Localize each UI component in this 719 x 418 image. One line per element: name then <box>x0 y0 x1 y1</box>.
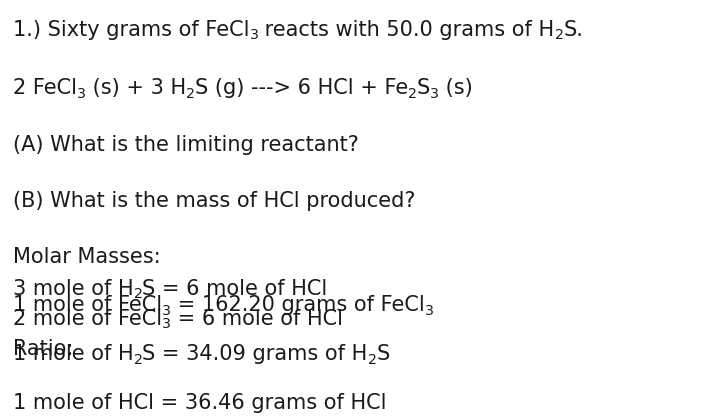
Text: (B) What is the mass of HCl produced?: (B) What is the mass of HCl produced? <box>13 191 416 211</box>
Text: (s): (s) <box>439 78 473 98</box>
Text: S (g) ---> 6 HCl + Fe: S (g) ---> 6 HCl + Fe <box>195 78 408 98</box>
Text: 1 mole of HCl = 36.46 grams of HCl: 1 mole of HCl = 36.46 grams of HCl <box>13 393 386 413</box>
Text: 2 mole of FeCl: 2 mole of FeCl <box>13 309 162 329</box>
Text: 2: 2 <box>554 28 564 42</box>
Text: 3: 3 <box>162 304 171 318</box>
Text: = 162.20 grams of FeCl: = 162.20 grams of FeCl <box>171 296 425 316</box>
Text: 3: 3 <box>77 87 86 101</box>
Text: 2: 2 <box>367 353 377 367</box>
Text: 2: 2 <box>408 87 417 101</box>
Text: = 6 mole of HCl: = 6 mole of HCl <box>171 309 343 329</box>
Text: 3 mole of H: 3 mole of H <box>13 279 134 299</box>
Text: 1.) Sixty grams of FeCl: 1.) Sixty grams of FeCl <box>13 20 249 40</box>
Text: Molar Masses:: Molar Masses: <box>13 247 160 267</box>
Text: 3: 3 <box>249 28 258 42</box>
Text: S.: S. <box>564 20 583 40</box>
Text: (A) What is the limiting reactant?: (A) What is the limiting reactant? <box>13 135 359 155</box>
Text: S: S <box>417 78 430 98</box>
Text: 3: 3 <box>162 318 171 331</box>
Text: 2: 2 <box>134 288 142 301</box>
Text: Ratio:: Ratio: <box>13 339 73 359</box>
Text: S = 6 mole of HCl: S = 6 mole of HCl <box>142 279 328 299</box>
Text: 3: 3 <box>430 87 439 101</box>
Text: 2 FeCl: 2 FeCl <box>13 78 77 98</box>
Text: reacts with 50.0 grams of H: reacts with 50.0 grams of H <box>258 20 554 40</box>
Text: S: S <box>377 344 390 364</box>
Text: (s) + 3 H: (s) + 3 H <box>86 78 186 98</box>
Text: 1 mole of H: 1 mole of H <box>13 344 134 364</box>
Text: 1 mole of FeCl: 1 mole of FeCl <box>13 296 162 316</box>
Text: 2: 2 <box>134 353 142 367</box>
Text: 2: 2 <box>186 87 195 101</box>
Text: 3: 3 <box>425 304 434 318</box>
Text: S = 34.09 grams of H: S = 34.09 grams of H <box>142 344 367 364</box>
